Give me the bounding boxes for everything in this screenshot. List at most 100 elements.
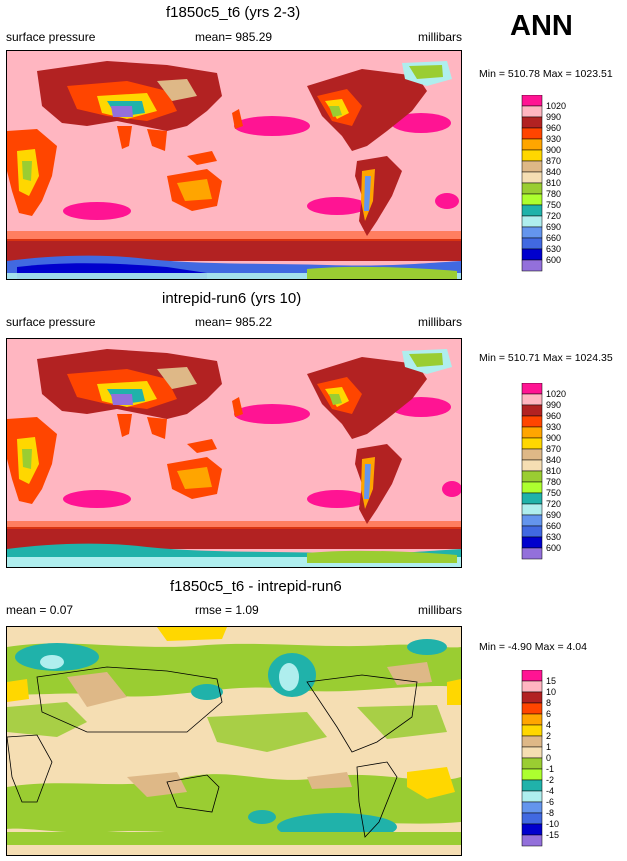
panel-2-colorbar-swatch [521,415,543,428]
panel-2-colorbar-swatch [521,514,543,527]
panel-1-colorbar-boxes [521,95,543,272]
panel-3-colorbar-label: 2 [546,731,551,741]
panel-3-colorbar-swatch [521,670,543,682]
panel-2-colorbar-swatch [521,448,543,461]
panel-1-colorbar-label: 930 [546,134,561,144]
panel-2-colorbar: 1020990960930900870840810780750720690660… [521,383,566,560]
panel-3-colorbar-swatch [521,834,543,847]
panel-1-colorbar-swatch [521,193,543,206]
panel-2-colorbar-label: 840 [546,455,561,465]
panel-1-colorbar: 1020990960930900870840810780750720690660… [521,95,566,272]
panel-1-colorbar-label: 810 [546,178,561,188]
panel-1-colorbar-swatch [521,215,543,228]
panel-2-colorbar-swatch [521,404,543,417]
panel-3-colorbar-label: -10 [546,819,559,829]
panel-3-map [6,626,462,856]
panel-1-colorbar-label: 750 [546,200,561,210]
panel-1-colorbar-label: 960 [546,123,561,133]
panel-2-colorbar-label: 630 [546,532,561,542]
panel-1-colorbar-swatch [521,259,543,272]
panel-2-north-america [307,357,427,439]
panel-3-colorbar-swatch [521,757,543,770]
panel-1-colorbar-swatch [521,226,543,239]
panel-3-colorbar-label: 15 [546,676,556,686]
panel-2-minmax: Min = 510.71 Max = 1024.35 [479,352,613,364]
panel-2-colorbar-swatch [521,459,543,472]
season-label: ANN [510,10,573,42]
panel-3-green-field [7,643,461,697]
panel-2-colorbar-swatch [521,393,543,406]
panel-1-colorbar-swatch [521,95,543,107]
panel-2-colorbar-swatch [521,426,543,439]
panel-3-colorbar-swatch [521,779,543,792]
panel-2-units-label: millibars [418,315,463,329]
panel-3-colorbar-swatch [521,812,543,825]
panel-3-colorbar-swatch [521,790,543,803]
panel-1-colorbar-label: 720 [546,211,561,221]
panel-1-colorbar-swatch [521,127,543,140]
panel-3-colorbar-label: -1 [546,764,554,774]
panel-2-colorbar-label: 600 [546,543,561,553]
panel-1-colorbar-swatch [521,204,543,217]
panel-1-colorbar-swatch [521,248,543,261]
panel-3-units-label: millibars [418,603,463,617]
panel-3-yellow-top [157,627,227,641]
panel-1-colorbar-swatch [521,171,543,184]
panel-1-colorbar-swatch [521,160,543,173]
panel-1-colorbar-swatch [521,105,543,118]
panel-2-mean-label: mean= 985.22 [195,315,273,329]
panel-3-colorbar-label: 0 [546,753,551,763]
panel-3-colorbar-swatch [521,702,543,715]
panel-1-colorbar-label: 870 [546,156,561,166]
panel-2-southern-band [7,527,461,549]
panel-2-colorbar-swatch [521,536,543,549]
panel-3-colorbar-label: 1 [546,742,551,752]
panel-2-colorbar-labels: 1020990960930900870840810780750720690660… [546,389,566,553]
panel-2-colorbar-label: 690 [546,510,561,520]
panel-1-high-npac [234,116,310,136]
panel-2-colorbar-label: 990 [546,400,561,410]
panel-3-colorbar-label: -4 [546,786,554,796]
panel-2-map [6,338,462,568]
panel-2-colorbar-swatch [521,481,543,494]
panel-3-colorbar-swatch [521,691,543,704]
panel-1-colorbar-label: 840 [546,167,561,177]
panel-1-colorbar-label: 630 [546,244,561,254]
panel-3-colorbar-swatch [521,680,543,693]
panel-2-colorbar-label: 930 [546,422,561,432]
panel-1-minmax: Min = 510.78 Max = 1023.51 [479,68,613,80]
panel-1-colorbar-label: 900 [546,145,561,155]
panel-1-colorbar-label: 690 [546,222,561,232]
panel-3-colorbar-label: 4 [546,720,551,730]
panel-3-mean-label: mean = 0.07 [6,603,74,617]
panel-3-colorbar-swatch [521,713,543,726]
panel-2-colorbar-swatch [521,503,543,516]
panel-3-rmse-label: rmse = 1.09 [195,603,259,617]
panel-2-colorbar-label: 810 [546,466,561,476]
panel-1-colorbar-label: 1020 [546,101,566,111]
panel-1-colorbar-label: 990 [546,112,561,122]
panel-3-colorbar-swatch [521,801,543,814]
panel-2-colorbar-label: 870 [546,444,561,454]
panel-1-colorbar-label: 660 [546,233,561,243]
panel-2-variable-label: surface pressure [6,315,96,329]
panel-3-colorbar-label: -8 [546,808,554,818]
panel-2-colorbar-label: 780 [546,477,561,487]
panel-1-colorbar-swatch [521,149,543,162]
panel-2-colorbar-swatch [521,492,543,505]
panel-2-colorbar-label: 720 [546,499,561,509]
panel-3-colorbar-label: -2 [546,775,554,785]
panel-2-colorbar-swatch [521,437,543,450]
panel-3-colorbar-label: 10 [546,687,556,697]
panel-3-colorbar-label: -6 [546,797,554,807]
panel-3-colorbar-swatch [521,768,543,781]
panel-2-colorbar-swatch [521,383,543,395]
panel-2-high-npac [234,404,310,424]
panel-3-colorbar-swatch [521,823,543,836]
panel-2-colorbar-boxes [521,383,543,560]
panel-1-colorbar-swatch [521,237,543,250]
panel-2-colorbar-label: 900 [546,433,561,443]
panel-3-coastlines [7,666,418,838]
